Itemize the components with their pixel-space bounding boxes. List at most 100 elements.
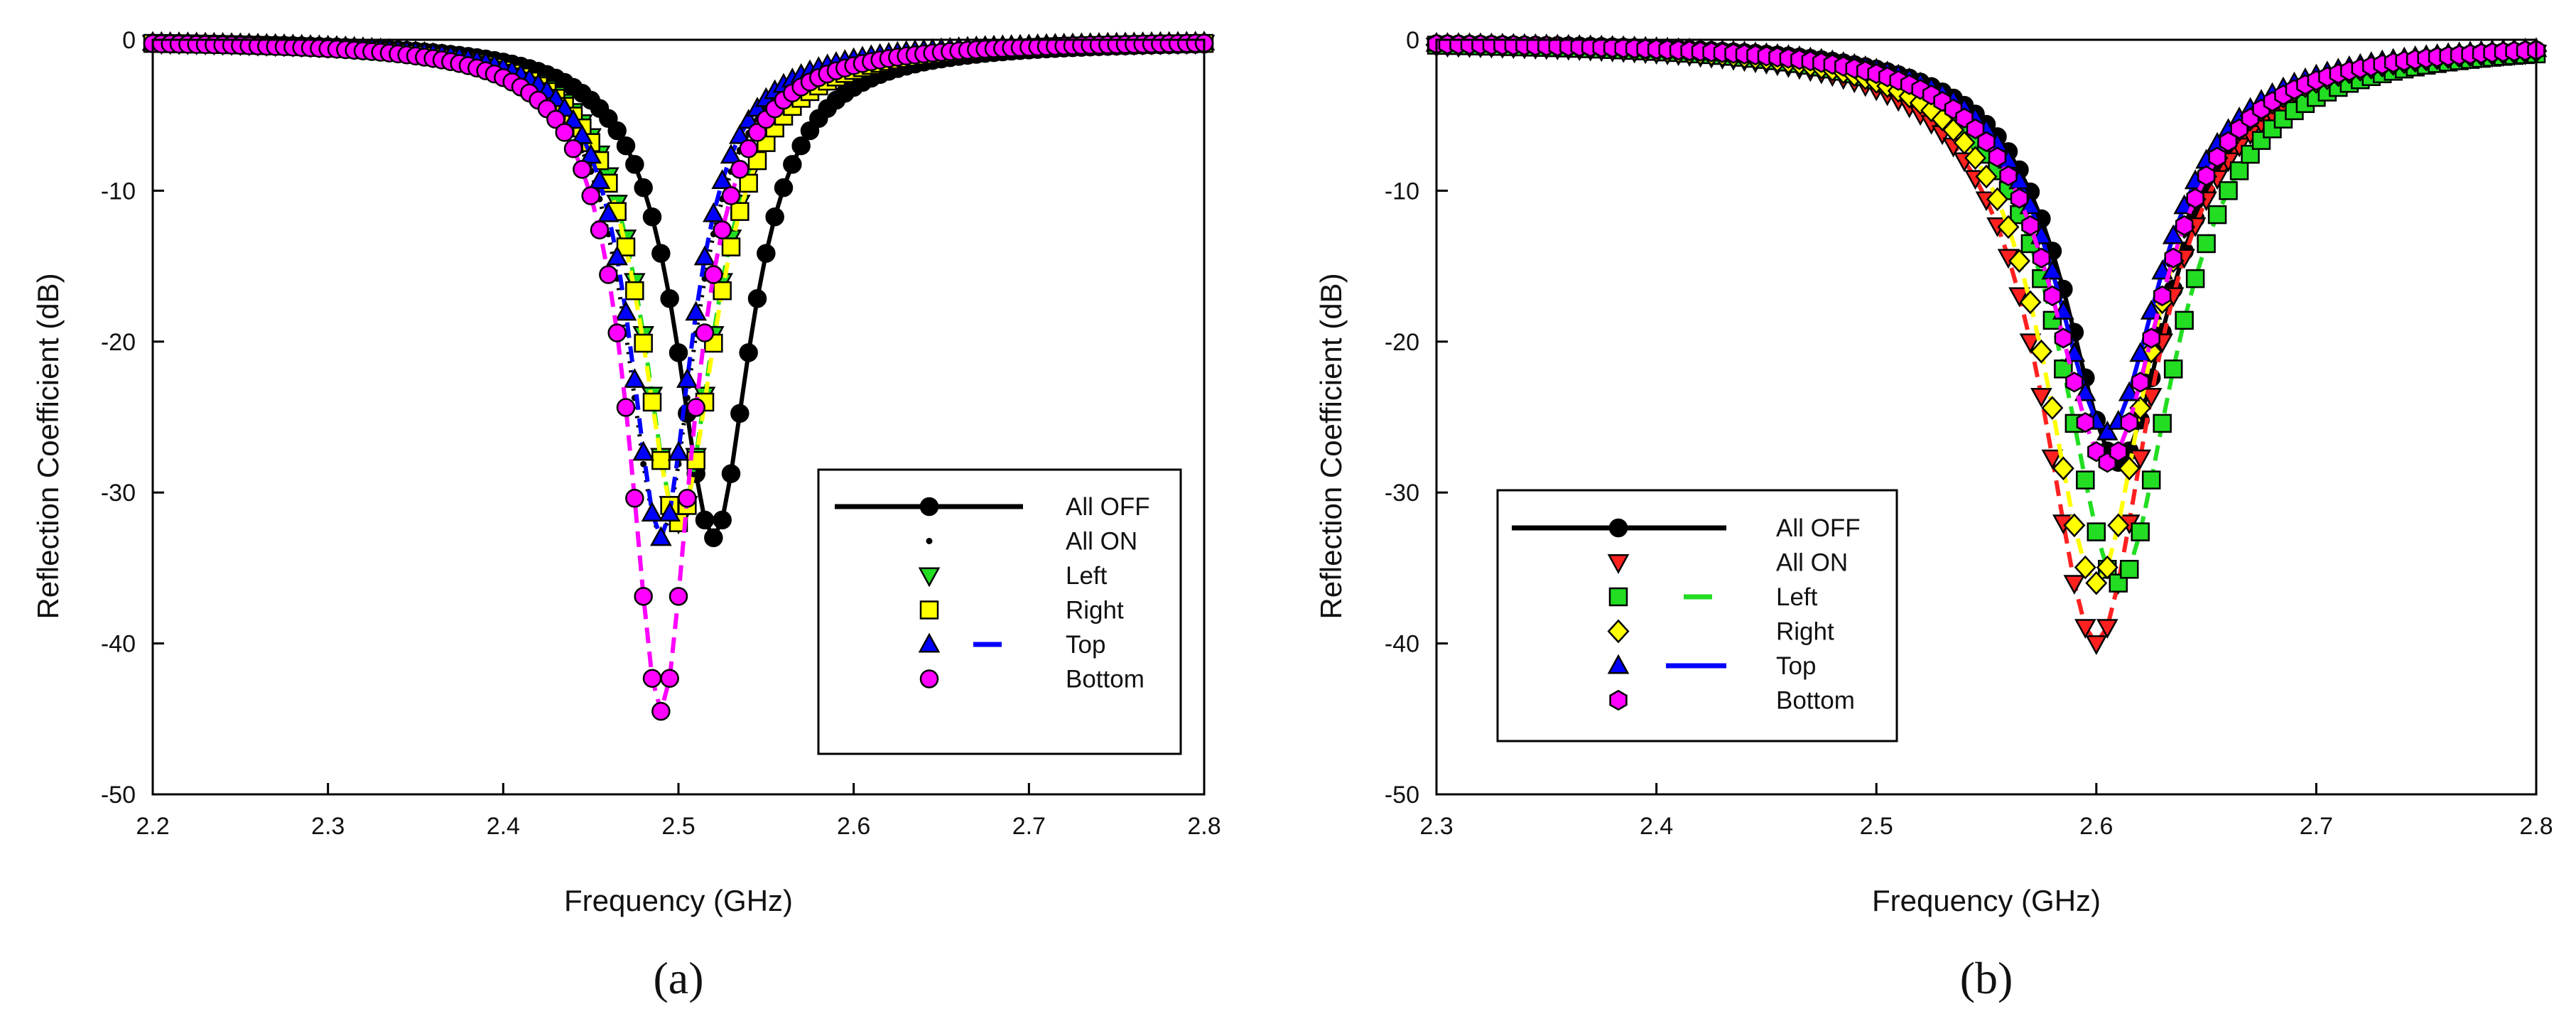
- data-point: [2141, 470, 2161, 490]
- legend-marker: [1607, 619, 1630, 644]
- data-point: [2131, 522, 2150, 541]
- data-point: [651, 244, 671, 263]
- data-point: [2208, 146, 2226, 168]
- data-point: [783, 155, 802, 174]
- x-axis-title-b: Frequency (GHz): [1872, 884, 2101, 917]
- y-tick-label: -30: [1385, 480, 1419, 507]
- legend-marker: [918, 632, 941, 653]
- data-point: [625, 155, 644, 174]
- data-point: [2175, 310, 2194, 330]
- data-point: [607, 121, 627, 141]
- data-point: [676, 368, 698, 388]
- legend-item: All ON: [926, 528, 1137, 556]
- data-point: [739, 343, 758, 362]
- x-tick-label: 2.7: [2300, 813, 2333, 840]
- series-bottom: [143, 33, 1214, 721]
- data-point: [1997, 215, 2020, 239]
- data-point: [2175, 215, 2194, 237]
- legend-label: All OFF: [1066, 493, 1150, 521]
- data-point: [2021, 215, 2040, 237]
- data-point: [2109, 441, 2128, 463]
- data-point: [2030, 387, 2052, 408]
- data-point: [2041, 449, 2064, 470]
- data-point: [650, 526, 672, 546]
- data-point: [1975, 164, 1998, 189]
- legend-rows-a: All OFF All ON Left Right Top Bottom: [835, 493, 1150, 693]
- data-point: [2129, 342, 2152, 362]
- data-point: [599, 265, 618, 284]
- x-tick-label: 2.3: [311, 813, 345, 840]
- data-point: [667, 441, 690, 461]
- data-point: [2153, 285, 2172, 307]
- data-point: [685, 301, 707, 321]
- legend-item: Left: [918, 562, 1108, 590]
- data-point: [634, 333, 653, 353]
- data-point: [555, 123, 574, 142]
- chart-panel-a: Reflection Coefficient (dB) 0 -10 -20 -30 -4…: [31, 27, 1221, 1003]
- data-point: [1999, 165, 2018, 187]
- data-point: [607, 323, 627, 342]
- x-tick-label: 2.5: [661, 813, 695, 840]
- data-point: [2085, 635, 2108, 655]
- data-point: [2074, 619, 2096, 639]
- series-line: [1436, 41, 2537, 436]
- data-point: [765, 207, 784, 227]
- data-point: [747, 288, 767, 308]
- series-top: [1425, 31, 2548, 441]
- data-point: [704, 265, 723, 284]
- data-point: [2041, 396, 2064, 421]
- legend-box-b: [1496, 489, 1898, 742]
- data-point: [581, 186, 600, 205]
- data-point: [2164, 247, 2182, 269]
- data-point: [730, 202, 749, 221]
- data-point: [711, 169, 733, 189]
- series-line: [1436, 42, 2537, 465]
- data-point: [669, 587, 688, 606]
- data-point: [616, 398, 636, 417]
- series-layer-b: [1425, 31, 2548, 655]
- data-point: [2065, 372, 2084, 393]
- data-point: [2197, 234, 2216, 254]
- data-point: [757, 244, 776, 263]
- data-point: [590, 220, 610, 239]
- y-tick-label: -50: [101, 782, 136, 809]
- x-tick-label: 2.8: [2519, 813, 2553, 840]
- data-point: [2052, 456, 2074, 481]
- data-point: [651, 450, 671, 470]
- legend-item: Right: [1607, 618, 1834, 646]
- data-point: [571, 124, 593, 144]
- data-point: [695, 510, 715, 530]
- y-tick-labels-a: 0 -10 -20 -30 -40 -50: [101, 27, 136, 809]
- data-point: [632, 441, 654, 461]
- data-point: [659, 502, 681, 522]
- data-point: [2162, 224, 2185, 244]
- legend-marker: [1609, 689, 1628, 711]
- x-tick-labels-b: 2.3 2.4 2.5 2.6 2.7 2.8: [1419, 813, 2553, 840]
- legend-marker: [919, 497, 939, 517]
- data-point: [2142, 328, 2160, 349]
- data-point: [695, 323, 715, 342]
- legend-rows-b: All OFF All ON Left Right Top Bottom: [1512, 514, 1861, 715]
- data-point: [747, 123, 767, 142]
- data-point: [2185, 269, 2205, 288]
- legend-label: Right: [1776, 618, 1834, 646]
- data-point: [2008, 249, 2030, 274]
- data-point: [2140, 339, 2163, 364]
- y-tick-label: -40: [101, 631, 136, 658]
- data-point: [2186, 188, 2204, 209]
- data-point: [1964, 146, 1987, 171]
- series-line: [1436, 41, 2537, 466]
- legend-item: Left: [1608, 583, 1818, 611]
- plot-frame-b: [1435, 38, 2538, 796]
- legend-label: Bottom: [1776, 687, 1855, 715]
- legend-label: Right: [1066, 597, 1124, 625]
- y-tick-labels-b: 0 -10 -20 -30 -40 -50: [1385, 27, 1419, 809]
- legend-a: All OFF All ON Left Right Top Bottom: [817, 468, 1182, 755]
- data-point: [597, 202, 619, 222]
- data-point: [1977, 131, 1996, 153]
- legend-label: Bottom: [1066, 666, 1144, 693]
- y-tick-label: -20: [1385, 329, 1419, 356]
- legend-marker: [926, 538, 933, 544]
- data-point: [704, 333, 723, 353]
- data-point: [2043, 285, 2062, 307]
